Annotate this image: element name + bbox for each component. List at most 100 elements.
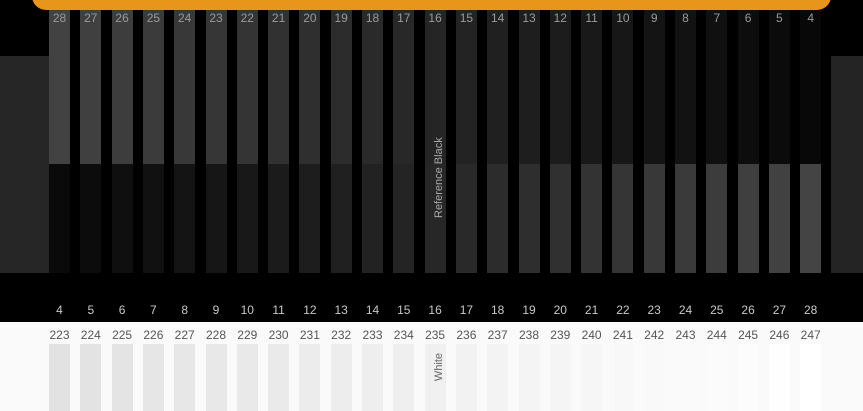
black-level-column-bottom: [49, 164, 70, 273]
reference-black-label: Reference Black: [433, 137, 445, 218]
right-reference-panel: [831, 56, 863, 273]
bottom-level-number: 16: [428, 303, 442, 317]
white-level-column: [80, 344, 102, 411]
black-level-column-bottom: [236, 164, 258, 273]
white-level-number: 224: [80, 328, 101, 342]
black-level-column-bottom: [643, 164, 665, 273]
white-level-number: 245: [738, 328, 759, 342]
black-level-column-bottom: [549, 164, 571, 273]
top-level-number: 10: [616, 11, 630, 25]
black-level-column-top: [675, 10, 696, 164]
black-level-column-bottom: [111, 164, 133, 273]
white-level-number: 229: [237, 328, 258, 342]
top-level-number: 13: [522, 11, 536, 25]
black-level-column-top: [549, 10, 571, 164]
black-level-column-bottom: [487, 164, 509, 273]
top-level-number: 19: [334, 11, 348, 25]
white-level-number: 237: [487, 328, 508, 342]
top-level-number: 6: [744, 11, 752, 25]
white-level-number: 223: [49, 328, 70, 342]
black-level-column-top: [142, 10, 164, 164]
bottom-level-number: 27: [772, 303, 787, 317]
black-level-column-top: [487, 10, 509, 164]
black-level-column-bottom: [706, 164, 728, 273]
white-level-number: 242: [644, 328, 665, 342]
black-level-column-bottom: [393, 164, 415, 273]
black-level-column-top: [174, 10, 196, 164]
white-level-number: 226: [143, 328, 164, 342]
black-level-column-bottom: [675, 164, 696, 273]
bottom-level-number: 21: [584, 303, 599, 317]
black-level-column-bottom: [800, 164, 822, 273]
bottom-level-number: 9: [212, 303, 220, 317]
white-level-column: [299, 344, 321, 411]
white-level-number: 244: [706, 328, 727, 342]
white-level-column: [737, 344, 759, 411]
top-level-number: 21: [271, 11, 286, 25]
top-level-number: 24: [178, 11, 192, 25]
top-level-number: 12: [553, 11, 567, 25]
top-level-number: 4: [807, 11, 815, 25]
top-level-number: 11: [585, 11, 598, 25]
black-level-column-bottom: [268, 164, 290, 273]
white-level-number: 232: [331, 328, 352, 342]
white-level-number: 233: [362, 328, 383, 342]
white-level-column: [549, 344, 571, 411]
black-level-column-bottom: [518, 164, 540, 273]
left-reference-panel: [0, 56, 49, 273]
top-level-number: 9: [650, 11, 658, 25]
black-level-column-top: [768, 10, 790, 164]
black-level-column-bottom: [362, 164, 383, 273]
white-level-number: 231: [299, 328, 320, 342]
black-level-column-top: [518, 10, 540, 164]
top-level-number: 22: [240, 11, 254, 25]
white-level-column: [142, 344, 164, 411]
white-level-number: 246: [769, 328, 790, 342]
bottom-level-number: 15: [397, 303, 411, 317]
white-level-column: [518, 344, 540, 411]
black-level-column-bottom: [142, 164, 164, 273]
orange-header-bar: [32, 0, 831, 10]
white-level-number: 241: [612, 328, 633, 342]
white-level-number: 247: [800, 328, 821, 342]
white-level-column: [800, 344, 822, 411]
black-level-column-bottom: [424, 164, 446, 273]
white-level-number: 227: [174, 328, 195, 342]
white-level-column: [455, 344, 477, 411]
white-level-column: [487, 344, 509, 411]
white-level-column: [111, 344, 133, 411]
black-level-column-bottom: [205, 164, 227, 273]
bottom-level-number: 6: [118, 303, 126, 317]
white-level-column: [236, 344, 258, 411]
white-level-number: 240: [581, 328, 602, 342]
top-level-number: 8: [682, 11, 689, 25]
bottom-level-number: 20: [553, 303, 567, 317]
white-level-column: [675, 344, 696, 411]
bottom-level-number: 5: [87, 303, 95, 317]
top-level-number: 14: [491, 11, 505, 25]
black-level-column-top: [424, 10, 446, 164]
white-level-column: [362, 344, 383, 411]
bottom-level-number: 23: [647, 303, 661, 317]
top-level-number: 27: [84, 11, 98, 25]
black-level-column-bottom: [737, 164, 759, 273]
bottom-level-number: 14: [365, 303, 380, 317]
white-level-number: 238: [518, 328, 540, 342]
black-level-column-top: [581, 10, 603, 164]
black-level-column-top: [643, 10, 665, 164]
top-level-number: 15: [459, 11, 474, 25]
white-level-column: [581, 344, 603, 411]
white-level-column: [768, 344, 790, 411]
black-level-column-top: [612, 10, 634, 164]
bottom-level-number: 18: [491, 303, 505, 317]
white-level-column: [205, 344, 227, 411]
black-level-column-top: [299, 10, 321, 164]
black-level-column-bottom: [455, 164, 477, 273]
black-level-column-top: [455, 10, 477, 164]
white-label: White: [433, 352, 445, 382]
black-level-column-top: [236, 10, 258, 164]
bottom-level-number: 7: [150, 303, 157, 317]
bottom-level-number: 11: [272, 303, 285, 317]
white-level-column: [643, 344, 665, 411]
white-level-column: [268, 344, 290, 411]
